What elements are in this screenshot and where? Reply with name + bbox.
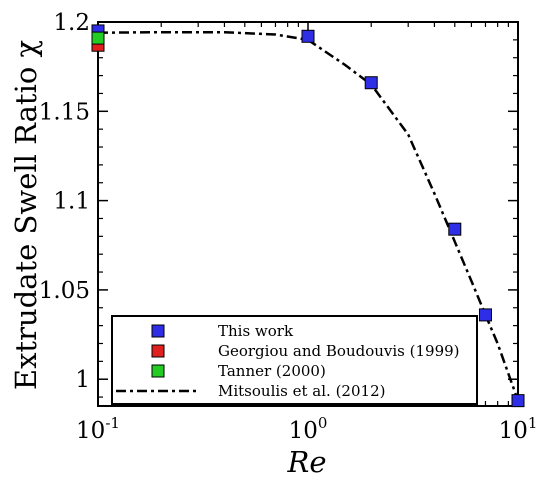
- data-point-this-work: [301, 29, 315, 43]
- x-tick-label: 101: [499, 414, 538, 444]
- legend-label-mitsoulis-et-al-2012: Mitsoulis et al. (2012): [218, 382, 385, 400]
- y-tick-label: 1.05: [39, 278, 90, 304]
- tick-labels-group: 10-1 100 101 1 1.05 1.1 1.15 1.2: [39, 10, 538, 444]
- y-tick-label: 1.15: [39, 99, 90, 125]
- data-point-this-work: [364, 76, 378, 90]
- legend-label-tanner-2000: Tanner (2000): [218, 362, 326, 380]
- x-tick-label: 100: [289, 414, 328, 444]
- data-point-tanner-2000: [91, 31, 105, 45]
- legend-key-georgiou-and-boudouvis-1999: [151, 344, 165, 358]
- legend: This work Georgiou and Boudouvis (1999) Ta…: [111, 315, 478, 405]
- y-tick-label: 1.1: [53, 189, 90, 215]
- legend-key-tanner-2000: [151, 364, 165, 378]
- data-point-this-work: [511, 394, 525, 408]
- y-tick-label: 1: [75, 367, 90, 393]
- legend-box: [111, 315, 478, 405]
- data-point-this-work: [448, 222, 462, 236]
- legend-key-this-work: [151, 324, 165, 338]
- legend-label-this-work: This work: [218, 322, 294, 340]
- data-group: [91, 24, 525, 408]
- legend-label-georgiou-and-boudouvis-1999: Georgiou and Boudouvis (1999): [218, 342, 460, 360]
- y-axis-label: Extrudate Swell Ratio χ: [9, 40, 43, 390]
- x-axis-label: Re: [287, 445, 327, 479]
- y-tick-label: 1.2: [53, 10, 90, 36]
- x-tick-label: 10-1: [76, 414, 120, 444]
- data-point-this-work: [478, 308, 492, 322]
